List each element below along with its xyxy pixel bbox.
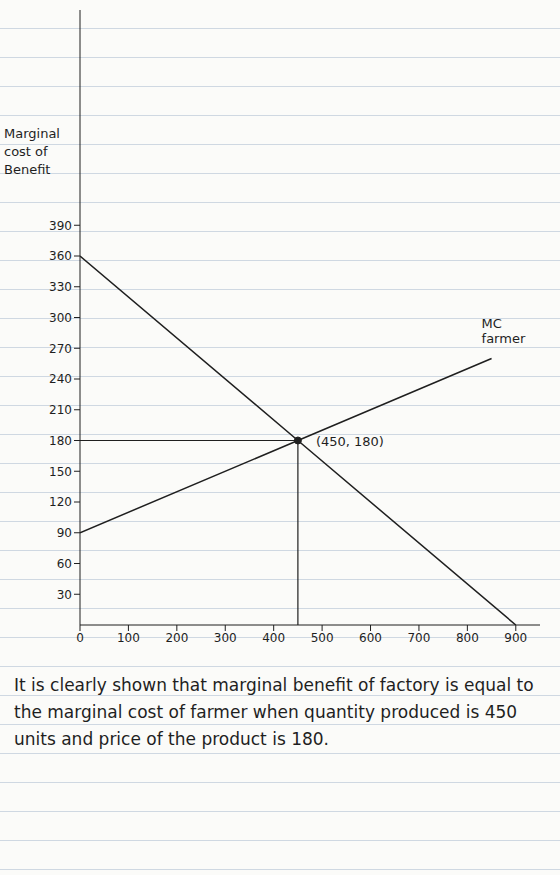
svg-text:500: 500 — [311, 631, 334, 645]
svg-text:600: 600 — [359, 631, 382, 645]
svg-text:360: 360 — [49, 249, 72, 263]
html-text:It is clearly shown that margi: It is clearly shown that marginal benefi… — [14, 675, 534, 750]
svg-text:200: 200 — [165, 631, 188, 645]
svg-text:90: 90 — [57, 526, 72, 540]
svg-text:0: 0 — [76, 631, 84, 645]
svg-text:100: 100 — [117, 631, 140, 645]
svg-text:270: 270 — [49, 342, 72, 356]
svg-text:900: 900 — [504, 631, 527, 645]
svg-text:300: 300 — [49, 311, 72, 325]
svg-text:60: 60 — [57, 557, 72, 571]
svg-text:(450, 180): (450, 180) — [316, 434, 384, 449]
svg-text:240: 240 — [49, 372, 72, 386]
svg-text:390: 390 — [49, 219, 72, 233]
svg-text:400: 400 — [262, 631, 285, 645]
svg-text:210: 210 — [49, 403, 72, 417]
html-text:Marginal cost of Benefit: Marginal cost of Benefit — [4, 126, 60, 178]
svg-text:150: 150 — [49, 465, 72, 479]
svg-text:300: 300 — [214, 631, 237, 645]
svg-text:30: 30 — [57, 588, 72, 602]
svg-text:180: 180 — [49, 434, 72, 448]
svg-text:330: 330 — [49, 280, 72, 294]
svg-text:120: 120 — [49, 495, 72, 509]
svg-text:800: 800 — [456, 631, 479, 645]
svg-text:MCfarmer: MCfarmer — [482, 316, 526, 346]
svg-text:700: 700 — [407, 631, 430, 645]
